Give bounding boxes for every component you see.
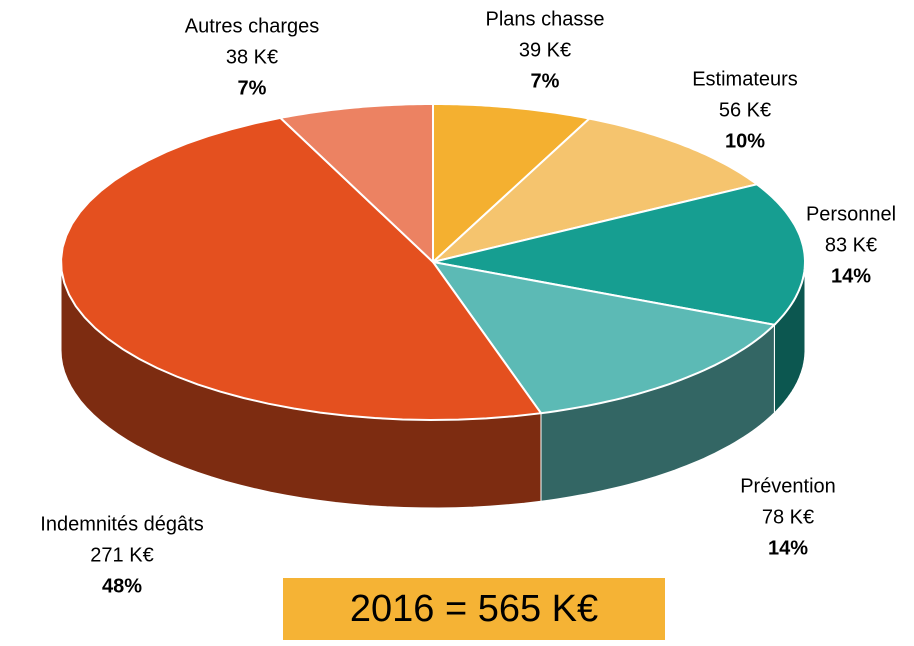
slice-name: Plans chasse (486, 8, 605, 30)
slice-percent: 48% (102, 575, 142, 597)
slice-value: 78 K€ (762, 506, 814, 528)
slice-name: Indemnités dégâts (40, 513, 203, 535)
pie-slice (430, 260, 777, 415)
slice-labels: Plans chasse 39 K€ 7% Estimateurs 56 K€ 10% Pe… (40, 8, 896, 597)
pie-slice (432, 183, 807, 326)
slice-percent: 7% (531, 70, 560, 92)
slice-value: 83 K€ (825, 234, 877, 256)
slice-name: Prévention (740, 475, 836, 497)
slice-percent: 14% (831, 265, 871, 287)
slice-name: Personnel (806, 203, 896, 225)
pie-tops (60, 103, 807, 422)
slice-value: 39 K€ (519, 39, 571, 61)
slice-percent: 14% (768, 537, 808, 559)
pie-slice (278, 103, 434, 265)
slice-name: Estimateurs (692, 68, 798, 90)
slice-value: 38 K€ (226, 46, 278, 68)
slice-name: Autres charges (185, 15, 320, 37)
total-box (283, 578, 665, 640)
total-label: 2016 = 565 K€ (350, 588, 598, 630)
slice-percent: 7% (238, 77, 267, 99)
slice-value: 271 K€ (90, 544, 153, 566)
pie-slice (432, 103, 592, 265)
pie-slice (60, 116, 543, 422)
pie-slice (429, 117, 760, 264)
slice-percent: 10% (725, 130, 765, 152)
slice-value: 56 K€ (719, 99, 771, 121)
